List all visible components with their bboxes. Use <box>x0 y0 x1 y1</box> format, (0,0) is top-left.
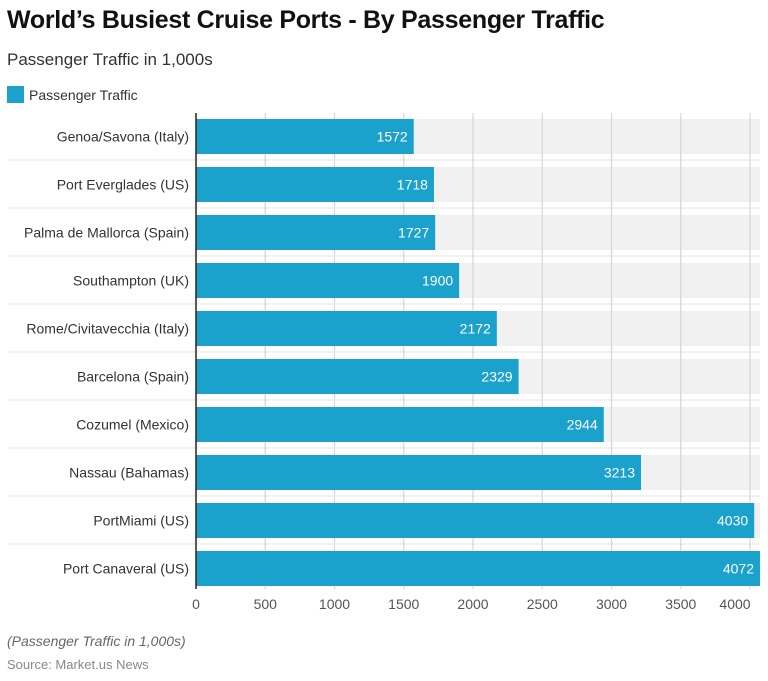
bar <box>196 551 760 586</box>
category-label: PortMiami (US) <box>93 513 189 529</box>
x-tick-label: 2000 <box>457 596 488 612</box>
category-label: Barcelona (Spain) <box>77 369 189 385</box>
chart-subtitle: Passenger Traffic in 1,000s <box>7 50 213 69</box>
data-label: 1572 <box>377 129 408 145</box>
chart-source: Source: Market.us News <box>7 657 149 672</box>
category-label: Southampton (UK) <box>73 273 189 289</box>
data-label: 1727 <box>398 225 429 241</box>
chart-title: World’s Busiest Cruise Ports - By Passen… <box>7 6 605 34</box>
category-label: Port Everglades (US) <box>57 177 189 193</box>
data-label: 1900 <box>422 273 453 289</box>
chart-note: (Passenger Traffic in 1,000s) <box>7 633 186 649</box>
legend-label: Passenger Traffic <box>29 86 138 103</box>
x-tick-label: 4000 <box>719 596 750 612</box>
x-tick-label: 3000 <box>596 596 627 612</box>
bar <box>196 215 436 250</box>
data-label: 2172 <box>460 321 491 337</box>
x-tick-label: 500 <box>254 596 278 612</box>
bar <box>196 119 414 154</box>
category-label: Genoa/Savona (Italy) <box>57 129 189 145</box>
data-label: 4030 <box>717 513 748 529</box>
legend: Passenger Traffic <box>7 86 138 103</box>
data-label: 2329 <box>481 369 512 385</box>
data-label: 2944 <box>567 417 598 433</box>
legend-swatch <box>7 86 24 103</box>
data-label: 3213 <box>604 465 635 481</box>
category-label: Rome/Civitavecchia (Italy) <box>26 321 189 337</box>
x-tick-label: 3500 <box>665 596 696 612</box>
data-label: 1718 <box>397 177 428 193</box>
bar <box>196 407 604 442</box>
data-label: 4072 <box>723 561 754 577</box>
bar <box>196 167 434 202</box>
x-tick-label: 2500 <box>527 596 558 612</box>
x-tick-label: 1000 <box>319 596 350 612</box>
category-label: Nassau (Bahamas) <box>69 465 189 481</box>
bar <box>196 503 755 538</box>
category-label: Port Canaveral (US) <box>63 561 189 577</box>
bar <box>196 311 497 346</box>
x-tick-label: 0 <box>192 596 200 612</box>
bar <box>196 455 642 490</box>
bar <box>196 359 519 394</box>
bar <box>196 263 460 298</box>
category-label: Cozumel (Mexico) <box>76 417 189 433</box>
x-tick-label: 1500 <box>388 596 419 612</box>
category-label: Palma de Mallorca (Spain) <box>24 225 189 241</box>
